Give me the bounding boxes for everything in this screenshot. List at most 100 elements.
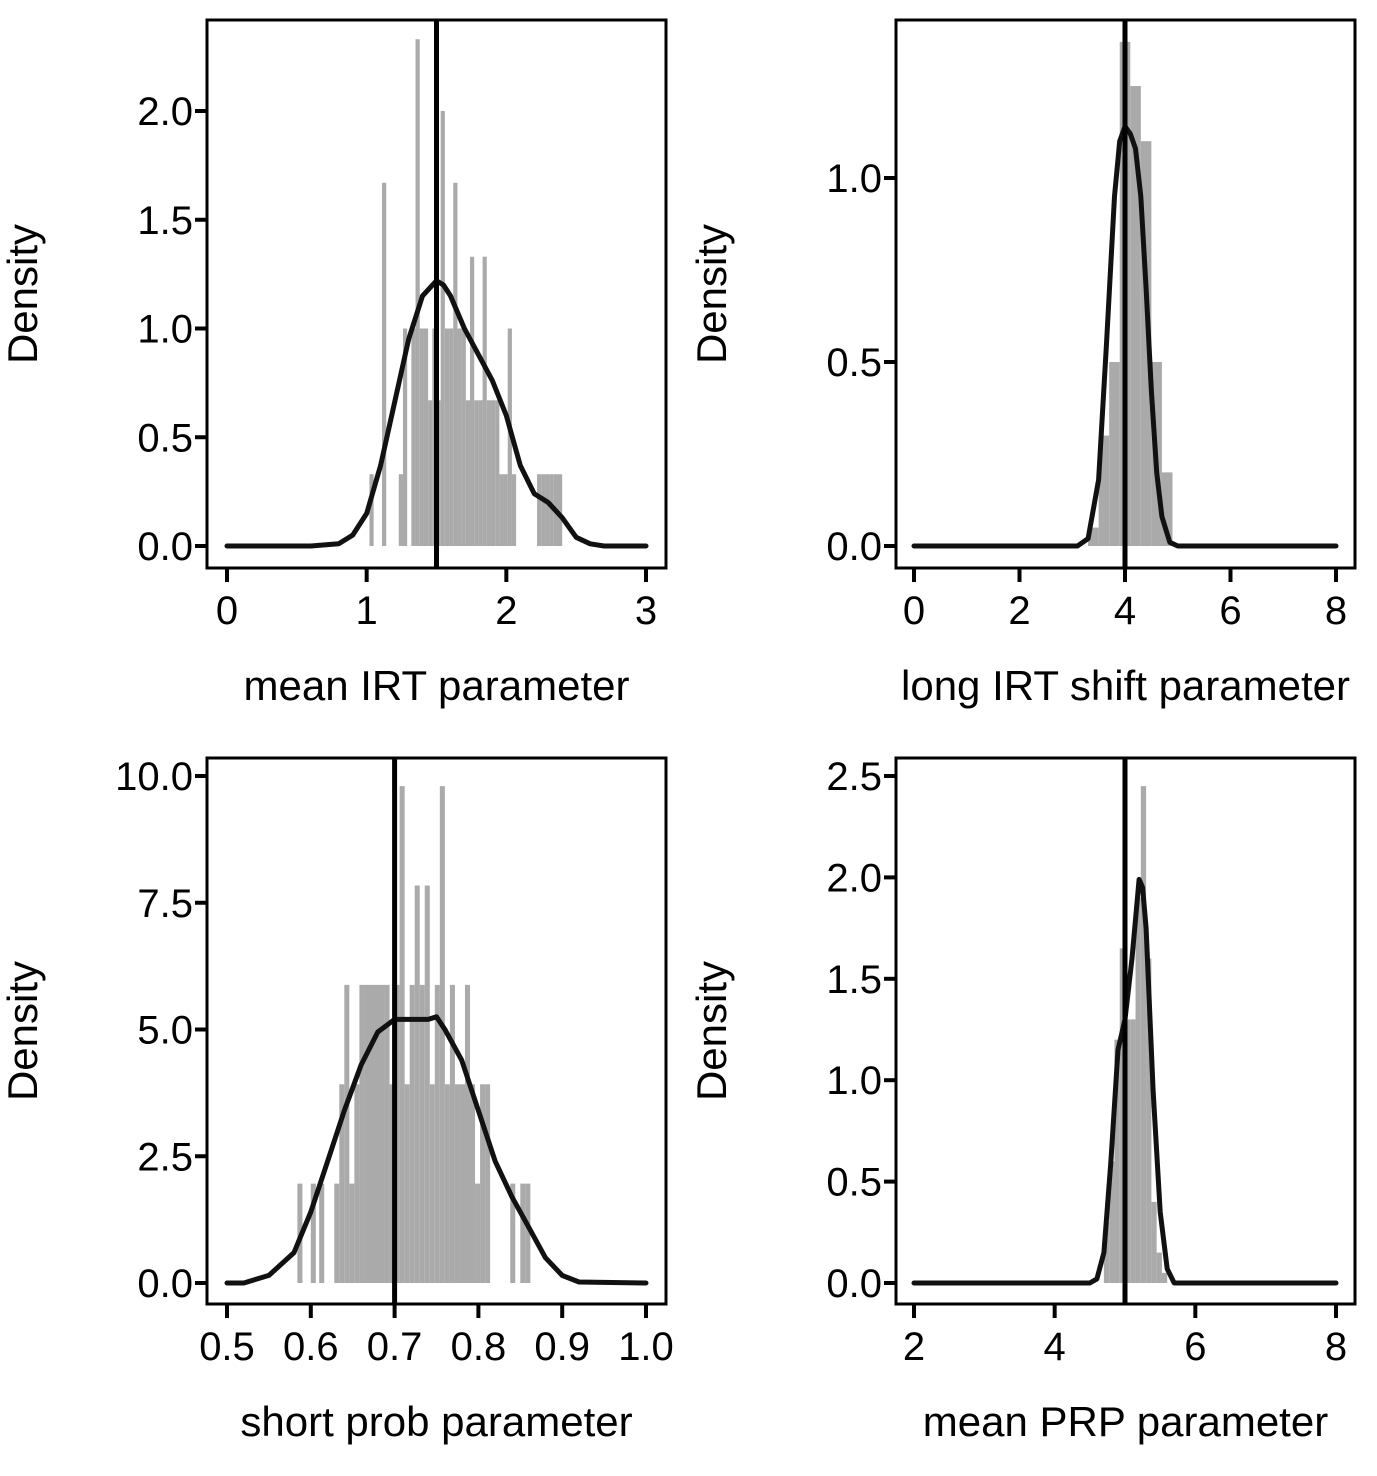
histogram-bars <box>1103 786 1168 1283</box>
y-axis-title: Density <box>688 224 735 364</box>
histogram-bar <box>359 984 365 1283</box>
histogram-bar <box>1088 527 1099 546</box>
histogram-bar <box>444 1084 450 1283</box>
x-tick-label: 2 <box>903 1325 925 1369</box>
panel-3: 0.0 2.5 5.0 7.5 10.0 0.5 0.6 0.7 0.8 0.9 1.0 short … <box>0 755 674 1445</box>
x-tick-label: 0 <box>903 589 925 633</box>
histogram-bar <box>349 1183 355 1283</box>
y-tick-label: 2.0 <box>826 856 882 900</box>
histogram-bar <box>334 1183 340 1283</box>
x-tick-label: 8 <box>1325 1325 1347 1369</box>
y-tick-label: 5.0 <box>137 1009 193 1053</box>
histogram-bar <box>398 474 403 546</box>
histogram-bar <box>1146 958 1152 1283</box>
histogram-bar <box>369 984 375 1283</box>
histogram-bar <box>449 984 455 1283</box>
histogram-bar <box>419 328 424 546</box>
plot-frame <box>205 18 668 570</box>
histogram-bar <box>453 182 458 546</box>
histogram-bar <box>369 474 374 546</box>
histogram-bar <box>510 1183 516 1283</box>
x-tick-label: 8 <box>1325 589 1347 633</box>
histogram-bar <box>414 885 420 1283</box>
histogram-bar <box>411 328 416 546</box>
histogram-bar <box>310 1183 316 1283</box>
histogram-bar <box>339 1084 345 1283</box>
x-tick-label: 2 <box>495 589 517 633</box>
y-tick-label: 2.0 <box>137 90 193 134</box>
histogram-bar <box>470 256 475 546</box>
x-tick-label: 0.6 <box>283 1325 339 1369</box>
histogram-bar <box>486 400 491 546</box>
y-tick-label: 0.0 <box>137 1262 193 1306</box>
histogram-bar <box>440 111 445 546</box>
x-tick-label: 6 <box>1184 1325 1206 1369</box>
histogram-bar <box>384 984 390 1283</box>
histogram-bar <box>415 39 420 546</box>
y-tick-label: 1.0 <box>137 308 193 352</box>
y-axis-title: Density <box>0 961 46 1101</box>
x-tick-label: 4 <box>1044 1325 1066 1369</box>
histogram-bar <box>1151 1201 1157 1283</box>
histogram-bar <box>409 984 415 1283</box>
histogram-bar <box>495 400 500 546</box>
histogram-bar <box>1156 1252 1162 1283</box>
density-curve <box>911 124 1339 549</box>
histogram-bar <box>1140 141 1152 546</box>
histogram-bar <box>354 1084 360 1283</box>
density-curve <box>224 278 649 549</box>
histogram-bar <box>429 1084 435 1283</box>
histogram-bar <box>1161 1272 1168 1283</box>
histogram-bar <box>475 1183 481 1283</box>
y-tick-label: 1.5 <box>137 199 193 243</box>
histogram-bar <box>402 328 408 546</box>
x-axis-title: long IRT shift parameter <box>901 662 1350 709</box>
histogram-bar <box>319 1183 325 1283</box>
histogram-bar <box>465 400 471 546</box>
histogram-bar <box>482 256 487 546</box>
x-tick-label: 0.8 <box>451 1325 507 1369</box>
histogram-bar <box>428 400 433 546</box>
y-tick-label: 10.0 <box>115 755 193 799</box>
plot-frame <box>894 756 1357 1306</box>
histogram-bar <box>485 1084 491 1283</box>
panel-2: 0.0 0.5 1.0 0 2 4 6 8 long IRT shift parameter De… <box>688 18 1357 709</box>
y-tick-label: 0.5 <box>826 1161 882 1205</box>
histogram-bar <box>424 885 430 1283</box>
histogram-bar <box>537 474 542 546</box>
y-tick-label: 1.0 <box>826 157 882 201</box>
histogram-bar <box>344 984 350 1283</box>
y-tick-label: 0.0 <box>137 525 193 569</box>
histogram-bar <box>434 984 440 1283</box>
histogram-bar <box>364 984 370 1283</box>
x-tick-label: 0.9 <box>534 1325 590 1369</box>
histogram-bar <box>457 328 462 546</box>
y-tick-label: 2.5 <box>826 755 882 799</box>
histogram-bar <box>459 1084 465 1283</box>
y-tick-label: 0.5 <box>137 416 193 460</box>
x-tick-label: 1 <box>356 589 378 633</box>
x-axis-title: short prob parameter <box>240 1398 632 1445</box>
histogram-bar <box>1130 1019 1136 1283</box>
x-tick-label: 4 <box>1114 589 1136 633</box>
histogram-bar <box>1130 86 1141 546</box>
histogram-bar <box>545 474 550 546</box>
histogram-bar <box>490 400 496 546</box>
histogram-bar <box>399 786 405 1283</box>
histogram-bar <box>499 474 504 546</box>
x-tick-label: 0.5 <box>199 1325 255 1369</box>
y-tick-label: 2.5 <box>137 1135 193 1179</box>
histogram-bar <box>374 984 380 1283</box>
density-curve <box>224 1014 649 1286</box>
x-tick-label: 0.7 <box>367 1325 423 1369</box>
histogram-bar <box>1109 1161 1115 1283</box>
histogram-bar <box>474 400 479 546</box>
histogram-bar <box>461 328 466 546</box>
histogram-bar <box>454 1084 460 1283</box>
histogram-bar <box>478 400 483 546</box>
histogram-bar <box>1098 435 1110 546</box>
x-tick-label: 0 <box>216 589 238 633</box>
histogram-bar <box>1114 1039 1120 1283</box>
